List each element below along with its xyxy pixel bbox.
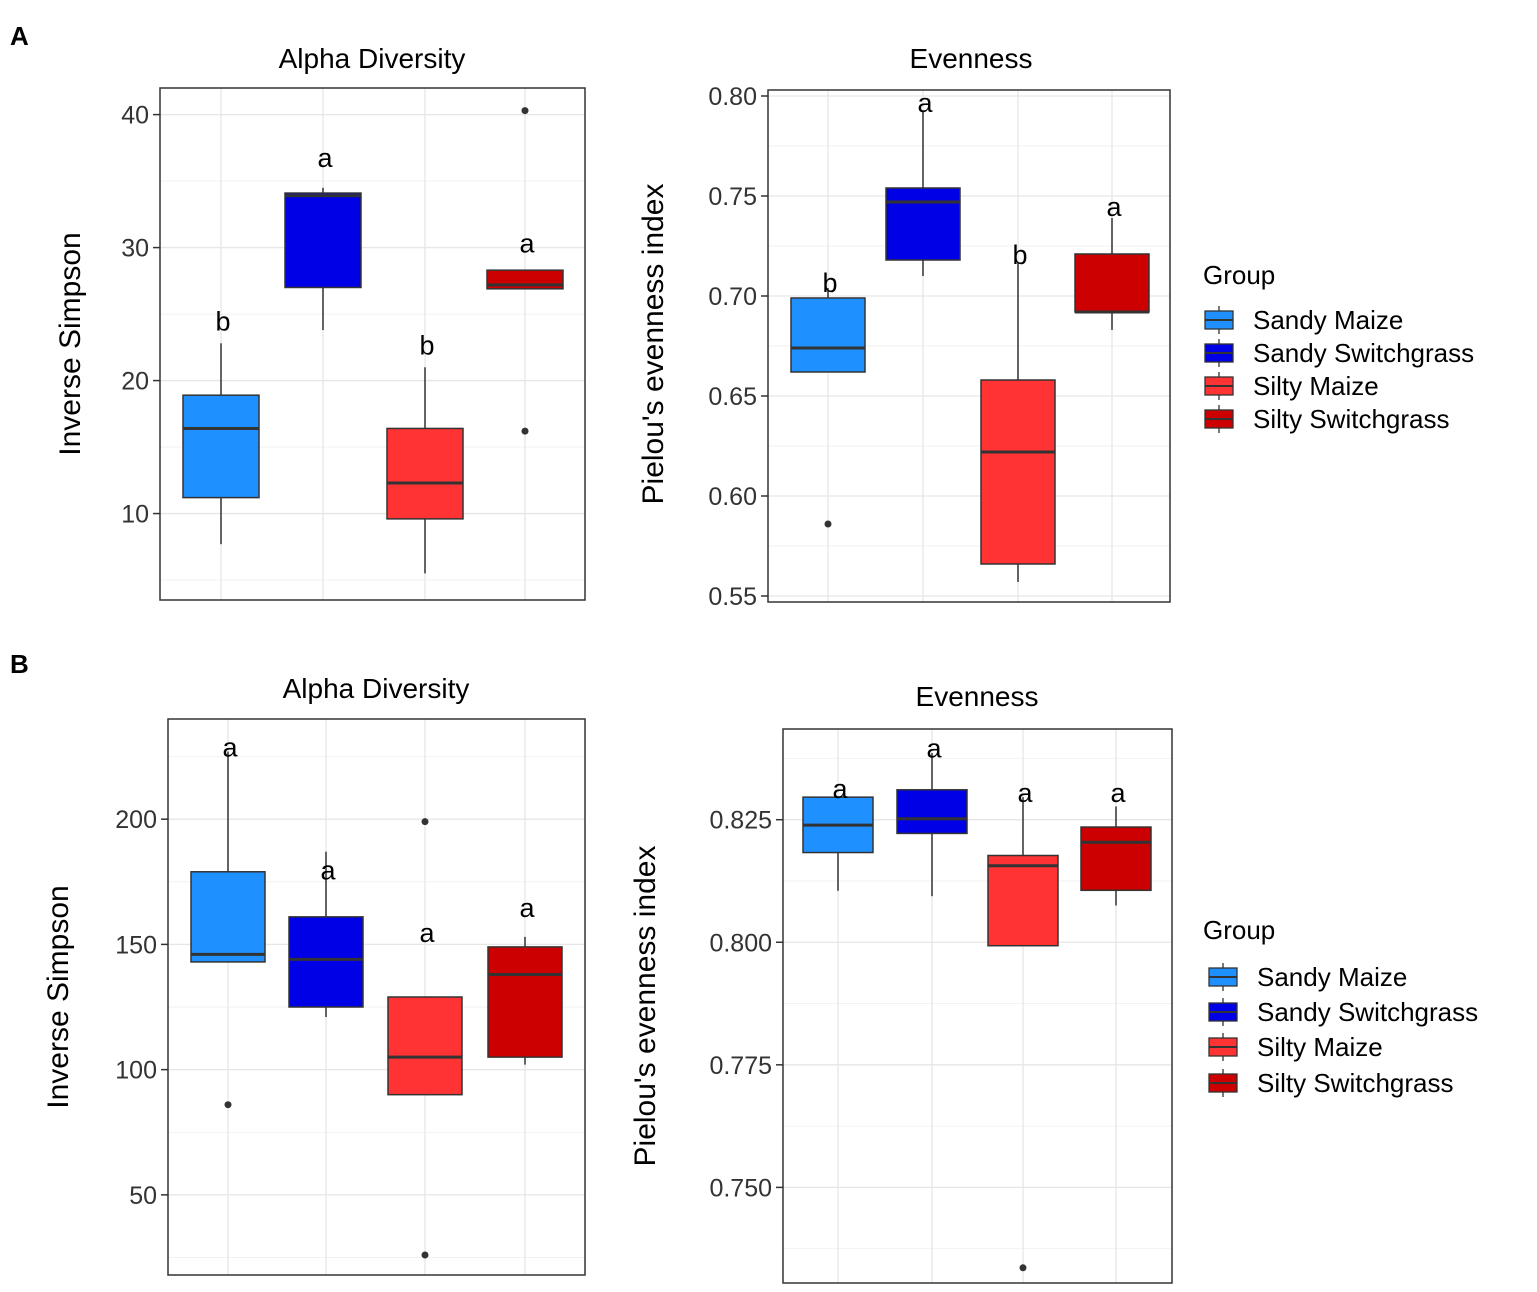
chart-title: Alpha Diversity xyxy=(279,43,466,74)
y-tick-label: 100 xyxy=(115,1057,157,1085)
outlier-point xyxy=(224,1101,232,1109)
significance-letter: a xyxy=(1110,778,1126,808)
y-tick-label: 0.65 xyxy=(708,383,757,411)
legend-title: Group xyxy=(1203,260,1275,290)
outlier-point xyxy=(521,427,529,435)
y-tick-label: 0.80 xyxy=(708,83,757,111)
significance-letter: a xyxy=(317,143,333,173)
y-tick-label: 0.825 xyxy=(709,807,772,835)
box-silty-maize xyxy=(987,854,1059,947)
box-sandy-maize xyxy=(790,297,866,373)
chart-title: Alpha Diversity xyxy=(283,673,470,704)
box-sandy-switchgrass xyxy=(284,192,362,289)
y-tick-label: 0.750 xyxy=(709,1174,772,1202)
legend-label: Sandy Maize xyxy=(1253,305,1403,335)
box-silty-maize xyxy=(387,996,463,1096)
plot-marks: 0.55 0.60 0.65 0.70 0.75 0.80 b a b a xyxy=(708,83,1171,611)
plot-background xyxy=(160,88,585,600)
legend-label: Silty Switchgrass xyxy=(1257,1068,1454,1098)
legend-items: Sandy Maize Sandy Switchgrass Silty Maize S… xyxy=(1208,962,1478,1098)
significance-letter: a xyxy=(1106,192,1122,222)
plot-border xyxy=(167,718,586,1276)
significance-letter: a xyxy=(519,893,535,923)
panel-label-b: B xyxy=(10,649,29,679)
y-tick-label: 0.60 xyxy=(708,483,757,511)
y-axis-label: Pielou's evenness index xyxy=(629,846,662,1167)
legend-label: Sandy Maize xyxy=(1257,962,1407,992)
box-silty-switchgrass xyxy=(1080,826,1152,892)
significance-letter: b xyxy=(1012,240,1027,270)
y-axis-label: Inverse Simpson xyxy=(42,885,75,1108)
legend-label: Silty Maize xyxy=(1253,371,1379,401)
plot-marks: 10 20 30 40 b a b a xyxy=(121,87,586,601)
legend-label: Silty Maize xyxy=(1257,1032,1383,1062)
legend-b: Group Sandy Maize Sandy Switchgrass Silty … xyxy=(1203,915,1478,1098)
y-tick-label: 0.75 xyxy=(708,183,757,211)
y-axis-label: Pielou's evenness index xyxy=(637,184,670,505)
significance-letter: a xyxy=(926,734,942,764)
significance-letter: a xyxy=(419,918,435,948)
significance-letter: b xyxy=(822,268,837,298)
significance-letter: a xyxy=(519,228,535,258)
significance-letter: a xyxy=(917,88,933,118)
box-silty-maize xyxy=(386,427,464,520)
plot-a-alpha-diversity: Alpha Diversity Inverse Simpson 10 20 30 40… xyxy=(54,43,586,601)
y-tick-label: 0.70 xyxy=(708,283,757,311)
box-sandy-switchgrass xyxy=(885,187,961,261)
plot-marks: 0.750 0.775 0.800 0.825 a a a a xyxy=(709,728,1173,1284)
box-sandy-switchgrass xyxy=(896,789,968,835)
y-tick-label: 30 xyxy=(121,235,149,263)
significance-letter: a xyxy=(1017,778,1033,808)
legend-label: Sandy Switchgrass xyxy=(1257,997,1478,1027)
box-silty-switchgrass xyxy=(1074,253,1150,313)
y-tick-label: 50 xyxy=(129,1182,157,1210)
significance-letter: a xyxy=(222,733,238,763)
plot-border xyxy=(767,89,1171,603)
box-silty-switchgrass xyxy=(487,946,563,1058)
plot-a-evenness: Evenness Pielou's evenness index 0.55 0.6… xyxy=(637,43,1171,611)
plot-border xyxy=(159,87,586,601)
y-axis-label: Inverse Simpson xyxy=(54,232,87,455)
chart-title: Evenness xyxy=(910,43,1033,74)
legend-label: Sandy Switchgrass xyxy=(1253,338,1474,368)
panel-label-a: A xyxy=(10,21,29,51)
outlier-point xyxy=(824,520,832,528)
significance-letter: b xyxy=(419,331,434,361)
legend-title: Group xyxy=(1203,915,1275,945)
box-sandy-switchgrass xyxy=(288,916,364,1008)
box-silty-maize xyxy=(980,379,1056,565)
box-sandy-maize xyxy=(190,871,266,963)
y-tick-label: 40 xyxy=(121,102,149,130)
outlier-point xyxy=(521,107,529,115)
y-tick-label: 0.775 xyxy=(709,1052,772,1080)
y-tick-label: 0.800 xyxy=(709,929,772,957)
y-tick-label: 20 xyxy=(121,368,149,396)
significance-letter: a xyxy=(832,774,848,804)
y-tick-label: 0.55 xyxy=(708,583,757,611)
outlier-point xyxy=(421,1251,429,1259)
y-tick-label: 10 xyxy=(121,501,149,529)
y-tick-label: 200 xyxy=(115,806,157,834)
chart-title: Evenness xyxy=(916,681,1039,712)
box-sandy-maize xyxy=(182,394,260,499)
plot-b-evenness: Evenness Pielou's evenness index 0.7500.… xyxy=(629,681,1173,1284)
y-tick-label: 150 xyxy=(115,931,157,959)
plot-b-alpha-diversity: Alpha Diversity Inverse Simpson 50 100 150… xyxy=(42,673,586,1276)
plot-border xyxy=(782,728,1173,1284)
outlier-point xyxy=(1019,1264,1027,1272)
legend-label: Silty Switchgrass xyxy=(1253,404,1450,434)
significance-letter: a xyxy=(320,855,336,885)
outlier-point xyxy=(421,818,429,826)
plot-marks: 50 100 150 200 a a a a xyxy=(115,718,586,1276)
significance-letter: b xyxy=(215,307,230,337)
